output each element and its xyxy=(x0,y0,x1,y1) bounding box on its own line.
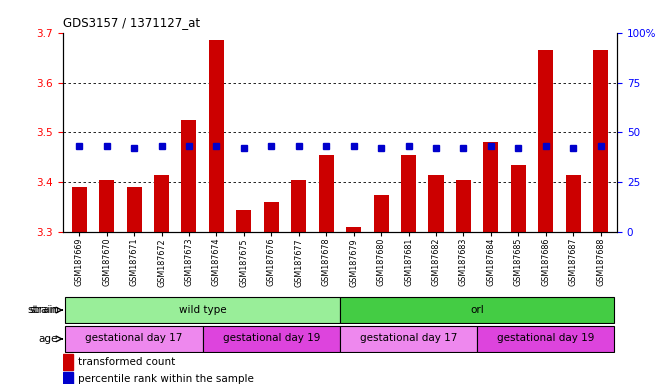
Bar xyxy=(154,175,169,232)
Text: gestational day 19: gestational day 19 xyxy=(222,333,320,343)
Bar xyxy=(477,326,614,352)
Text: GDS3157 / 1371127_at: GDS3157 / 1371127_at xyxy=(63,16,200,29)
Bar xyxy=(319,155,334,232)
Text: percentile rank within the sample: percentile rank within the sample xyxy=(79,374,254,384)
Bar xyxy=(340,297,614,323)
Bar xyxy=(99,180,114,232)
Bar xyxy=(182,120,197,232)
Bar xyxy=(72,187,86,232)
Bar xyxy=(65,297,340,323)
Bar xyxy=(346,227,361,232)
Bar xyxy=(340,326,477,352)
Text: strain: strain xyxy=(28,305,57,315)
Bar xyxy=(566,175,581,232)
Bar xyxy=(63,354,73,370)
Bar xyxy=(374,195,389,232)
Bar xyxy=(428,175,444,232)
Text: gestational day 17: gestational day 17 xyxy=(360,333,457,343)
Text: wild type: wild type xyxy=(179,305,226,314)
Bar xyxy=(203,326,340,352)
Bar xyxy=(483,142,498,232)
Bar xyxy=(127,187,142,232)
Bar xyxy=(63,372,73,384)
Bar xyxy=(456,180,471,232)
Text: gestational day 19: gestational day 19 xyxy=(497,333,595,343)
Text: age: age xyxy=(38,334,57,344)
Text: strain: strain xyxy=(30,305,59,315)
Bar xyxy=(291,180,306,232)
Bar xyxy=(236,210,251,232)
Bar xyxy=(593,50,608,232)
Bar xyxy=(209,40,224,232)
Bar xyxy=(401,155,416,232)
Bar xyxy=(511,165,526,232)
Bar xyxy=(538,50,553,232)
Bar xyxy=(65,326,203,352)
Text: orl: orl xyxy=(471,305,484,314)
Text: transformed count: transformed count xyxy=(79,357,176,367)
Text: gestational day 17: gestational day 17 xyxy=(85,333,183,343)
Bar xyxy=(264,202,279,232)
